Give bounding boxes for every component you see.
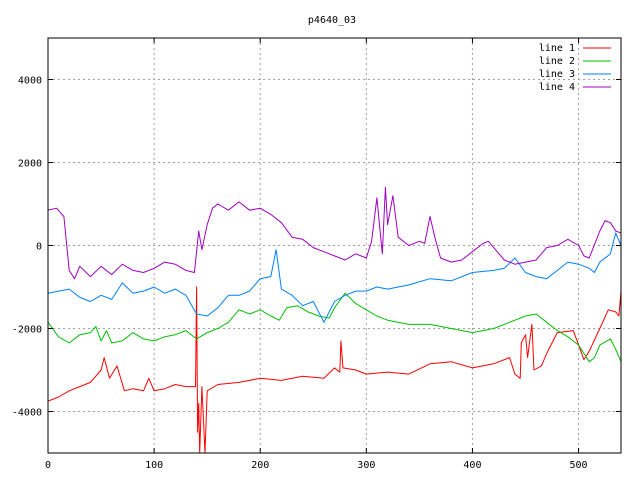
series-line-2 (48, 292, 621, 363)
chart-title: p4640_03 (308, 15, 356, 26)
legend: line 1 line 2 line 3 line 4 (539, 43, 611, 93)
x-tick-label: 200 (251, 460, 269, 471)
axes: 0 100 200 300 400 500 -4000 -2000 0 2000 4000 (12, 38, 621, 471)
y-tick-label: 4000 (18, 76, 42, 87)
legend-label-line-4: line 4 (539, 82, 575, 93)
x-tick-label: 0 (45, 460, 51, 471)
legend-label-line-3: line 3 (539, 69, 575, 80)
grid (48, 38, 621, 453)
x-tick-label: 300 (357, 460, 375, 471)
x-tick-label: 500 (570, 460, 588, 471)
series-line-4 (48, 186, 621, 280)
y-tick-label: -4000 (12, 408, 42, 419)
y-tick-label: -2000 (12, 325, 42, 336)
y-tick-label: 2000 (18, 159, 42, 170)
x-tick-label: 400 (463, 460, 481, 471)
x-tick-label: 100 (145, 460, 163, 471)
series-line-1 (48, 286, 621, 453)
series-line-3 (48, 232, 621, 323)
plot-series (48, 186, 621, 453)
y-tick-label: 0 (36, 242, 42, 253)
legend-label-line-1: line 1 (539, 43, 575, 54)
legend-label-line-2: line 2 (539, 56, 575, 67)
